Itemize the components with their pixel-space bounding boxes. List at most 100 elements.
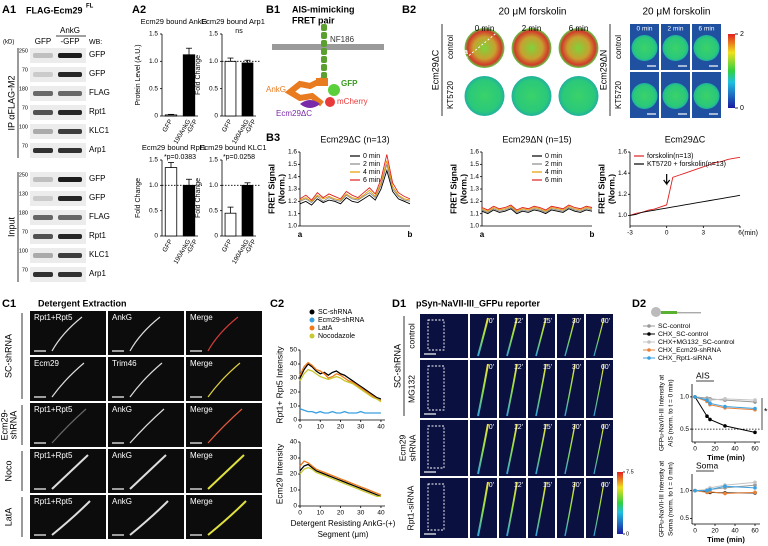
image <box>108 357 184 401</box>
y-tick-label: 0 <box>154 233 158 240</box>
x-tick-label: 0 <box>693 528 697 535</box>
y-tick-label: 1.0 <box>470 223 479 230</box>
ankg-box <box>316 78 328 86</box>
series-line <box>299 466 381 498</box>
series-line <box>299 460 382 496</box>
legend-label: 0 min <box>363 153 380 160</box>
y-tick-label: 10 <box>290 403 298 410</box>
y-tick-label: 1.5 <box>209 157 218 164</box>
series-line <box>481 204 593 211</box>
y-tick-label: 0.5 <box>680 515 689 522</box>
chart-title: Ecm29ΔC (n=13) <box>320 134 389 144</box>
superscript: FL <box>86 4 94 10</box>
axis-title: (Norm.) <box>458 174 468 204</box>
blot-band <box>33 177 53 182</box>
series-line <box>299 408 381 414</box>
blot-label: KLC1 <box>89 250 110 259</box>
series-line <box>629 194 741 216</box>
blot-band <box>58 196 82 201</box>
image <box>108 311 184 355</box>
image-label: Rpt1+Rpt5 <box>34 313 73 322</box>
image <box>30 311 106 355</box>
legend-swatch <box>647 324 651 328</box>
row-label: control <box>614 35 623 59</box>
legend-label: CHX_Ecm29-shRNA <box>658 347 722 354</box>
panel-label: B2 <box>402 4 416 16</box>
legend-label: 4 min <box>545 169 562 176</box>
time-label: 0' <box>489 424 494 431</box>
series-line <box>481 205 593 212</box>
fiber <box>51 454 89 490</box>
blot-band <box>33 253 53 258</box>
axon <box>535 317 547 357</box>
point <box>753 398 757 402</box>
chart-title: Ecm29ΔN (n=15) <box>502 134 571 144</box>
legend-swatch <box>309 333 315 339</box>
fiber <box>129 454 167 490</box>
roi-box <box>427 365 445 411</box>
label: Input <box>6 216 16 237</box>
point <box>705 414 709 419</box>
label: (kD) <box>3 40 14 46</box>
blot-band <box>58 272 82 277</box>
ecm-label: Ecm29ΔC <box>276 109 312 118</box>
ankg-label: AnkG <box>266 85 286 94</box>
image <box>186 403 262 447</box>
y-tick-label: 1.2 <box>288 198 297 205</box>
blot-label: GFP <box>89 69 105 78</box>
ecm29 <box>300 100 320 108</box>
x-tick-label: 20 <box>337 510 345 517</box>
image <box>186 357 262 401</box>
panel-title: FLAG-Ecm29 <box>26 5 83 15</box>
axon <box>593 317 605 357</box>
time-label: 12' <box>514 424 523 431</box>
rule <box>465 29 501 59</box>
neuron-axon <box>677 312 701 314</box>
y-tick-label: 30 <box>290 375 298 382</box>
mw-label: 250 <box>19 172 28 178</box>
legend-label: 0 min <box>545 153 562 160</box>
error-bar <box>186 178 192 186</box>
fiber <box>207 362 241 398</box>
blot-label: GFP <box>89 174 105 183</box>
legend-label: Nocodazole <box>318 333 355 340</box>
mw-label: 100 <box>19 124 28 130</box>
y-tick-label: 1.1 <box>288 210 297 217</box>
roi-box <box>427 483 445 531</box>
axis-title: FRET Signal <box>448 164 458 214</box>
legend-label: SC-control <box>658 323 691 330</box>
group-label: LatA <box>3 508 13 527</box>
y-tick-label: 1.4 <box>470 173 479 180</box>
axon <box>593 423 605 475</box>
point <box>708 487 712 492</box>
fiber <box>51 362 85 398</box>
time-label: 60' <box>601 318 610 325</box>
mcherry <box>325 97 335 107</box>
y-tick-label: 0 <box>293 417 297 424</box>
axon <box>506 317 518 357</box>
blot-band <box>58 53 82 58</box>
nf186-domain <box>321 64 327 71</box>
legend-swatch <box>309 317 315 323</box>
y-tick-label: 30 <box>290 455 298 462</box>
time-label: 60' <box>601 364 610 371</box>
panel-label: C1 <box>2 298 16 310</box>
y-tick-label: 1.1 <box>470 210 479 217</box>
axis-title: Time (min) <box>707 453 745 462</box>
image-label: Merge <box>190 451 213 460</box>
y-tick-label: 0.5 <box>149 207 158 214</box>
y-tick-label: 50 <box>290 347 298 354</box>
point <box>693 488 697 493</box>
blot-band <box>58 148 82 153</box>
time-label: 6 min <box>569 24 589 33</box>
x-tick-label: -3 <box>627 230 633 237</box>
annotation: * <box>764 406 768 416</box>
mw-label: 70 <box>22 143 28 149</box>
time-label: 60' <box>601 424 610 431</box>
mw-label: 100 <box>19 248 28 254</box>
axon <box>564 481 576 537</box>
series-line <box>299 363 382 400</box>
fiber <box>207 408 243 444</box>
time-label: 15' <box>543 318 552 325</box>
x-tick-label: 40 <box>731 528 739 535</box>
